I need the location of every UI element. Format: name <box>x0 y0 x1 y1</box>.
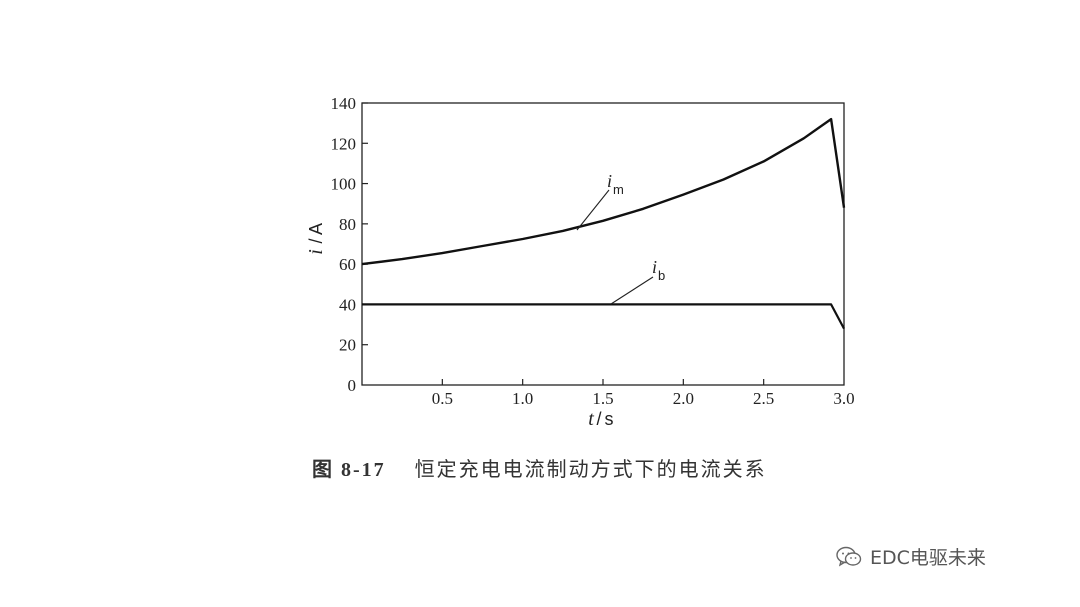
x-tick-label: 2.0 <box>673 389 694 408</box>
figure-caption: 图 8-17 恒定充电电流制动方式下的电流关系 <box>312 453 767 482</box>
series-label-im: i m <box>576 171 624 231</box>
y-axis-sep: / <box>306 238 326 243</box>
series-layer <box>361 117 846 330</box>
watermark-text: EDC电驱未来 <box>870 547 986 569</box>
y-axis-title: i / A <box>305 223 327 255</box>
y-axis-unit: A <box>306 223 326 235</box>
y-tick-label: 40 <box>339 295 356 314</box>
series-label-ib-sub: b <box>658 268 665 283</box>
series-label-im-main: i <box>607 171 612 191</box>
wechat-icon <box>836 546 862 566</box>
x-tick-label: 1.0 <box>512 389 533 408</box>
series-line-im <box>361 117 846 266</box>
x-tick-label: 2.5 <box>753 389 774 408</box>
y-tick-label: 0 <box>348 376 357 395</box>
x-axis-title: t / s <box>588 408 613 430</box>
y-tick-label: 60 <box>339 255 356 274</box>
y-tick-label: 80 <box>339 215 356 234</box>
x-axis-unit: s <box>605 409 614 429</box>
x-tick-label: 3.0 <box>833 389 854 408</box>
series-leader-ib <box>610 276 654 305</box>
x-axis-var: t <box>588 408 594 430</box>
figure-caption-text: 恒定充电电流制动方式下的电流关系 <box>414 457 767 481</box>
plot-frame <box>361 102 845 386</box>
series-line-ib <box>362 303 845 330</box>
y-axis-var: i <box>305 249 327 255</box>
figure-number: 图 8-17 <box>312 459 386 481</box>
x-tick-label: 0.5 <box>432 389 453 408</box>
series-label-ib-main: i <box>652 257 657 277</box>
series-label-ib: i b <box>610 257 665 305</box>
x-tick-label: 1.5 <box>592 389 613 408</box>
series-leader-im <box>576 189 610 231</box>
y-tick-label: 140 <box>331 94 357 113</box>
x-axis-sep: / <box>596 409 601 429</box>
y-tick-label: 20 <box>339 336 356 355</box>
series-label-im-sub: m <box>613 182 624 197</box>
ticks-layer: 0 20 40 60 80 100 120 140 0.5 1.0 1.5 2.0 2.5 3.0 <box>331 94 855 408</box>
watermark: EDC电驱未来 <box>836 543 986 570</box>
chart: 0 20 40 60 80 100 120 140 0.5 1.0 1.5 2.0 2.5 3.0 i /… <box>305 94 855 430</box>
y-tick-label: 120 <box>331 134 357 153</box>
y-tick-label: 100 <box>331 175 357 194</box>
